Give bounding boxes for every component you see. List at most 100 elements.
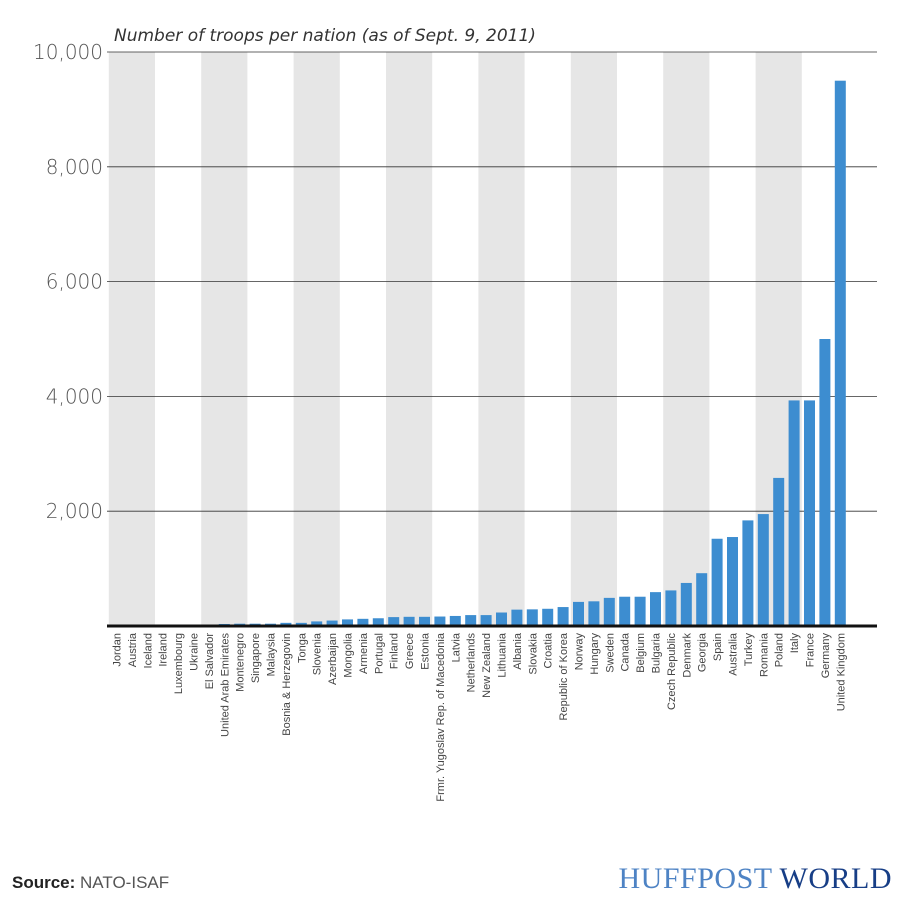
bar-lithuania <box>496 612 507 626</box>
x-tick-label: Ukraine <box>189 633 201 671</box>
source-note: Source: NATO-ISAF <box>12 873 169 893</box>
x-tick-label: Poland <box>774 633 786 667</box>
x-tick-label: Italy <box>789 633 801 654</box>
x-tick-label: United Kingdom <box>835 633 847 711</box>
bar-albania <box>511 609 523 626</box>
background-band-4 <box>478 52 525 626</box>
y-tick-label: 2,000 <box>46 499 103 523</box>
y-tick-label: 6,000 <box>46 270 103 294</box>
x-tick-label: Luxembourg <box>173 633 185 694</box>
x-tick-label: Denmark <box>681 633 693 678</box>
bar-belgium <box>634 596 646 626</box>
source-value: NATO-ISAF <box>80 873 170 892</box>
bar-greece <box>403 616 415 626</box>
bars <box>126 80 846 626</box>
x-tick-label: Montenegro <box>235 633 247 692</box>
x-tick-label: Tonga <box>296 632 308 663</box>
x-tick-label: Sweden <box>604 633 616 673</box>
x-tick-label: Romania <box>758 632 770 677</box>
x-tick-label: France <box>805 633 817 667</box>
bar-bosnia-herzegovin <box>280 622 292 626</box>
bar-azerbaijan <box>326 620 338 626</box>
x-tick-label: Ireland <box>158 633 170 667</box>
background-band-5 <box>570 52 617 626</box>
x-tick-label: Belgium <box>635 633 647 673</box>
background-band-2 <box>293 52 340 626</box>
x-tick-label: Iceland <box>142 633 154 668</box>
x-tick-label: Georgia <box>697 632 709 672</box>
background-band-3 <box>386 52 433 626</box>
x-tick-label: Portugal <box>373 633 385 674</box>
x-tick-label: Slovakia <box>527 632 539 674</box>
bar-spain <box>711 538 723 626</box>
x-tick-label: Spain <box>712 633 724 661</box>
x-tick-label: Latvia <box>450 632 462 662</box>
bar-tonga <box>295 622 307 626</box>
x-tick-label: Slovenia <box>312 632 324 675</box>
brand-part1: HUFFPOST <box>618 862 773 895</box>
x-tick-label: Netherlands <box>466 633 478 693</box>
bar-turkey <box>742 520 754 626</box>
bar-united-kingdom <box>834 80 846 626</box>
bar-australia <box>727 537 738 626</box>
bar-poland <box>773 477 785 626</box>
source-label: Source: <box>12 873 76 892</box>
bar-frmr-yugoslav-rep-of-macedonia <box>434 616 446 626</box>
x-tick-label: Jordan <box>112 633 124 667</box>
bar-mongolia <box>342 619 353 626</box>
bar-france <box>804 400 815 626</box>
bar-italy <box>788 400 800 626</box>
bar-denmark <box>680 582 692 626</box>
x-tick-label: Malaysia <box>266 632 278 676</box>
bar-georgia <box>696 573 708 626</box>
x-tick-label: Canada <box>620 632 632 671</box>
bar-slovakia <box>526 609 538 626</box>
bar-latvia <box>449 615 461 626</box>
x-tick-label: Turkey <box>743 633 755 667</box>
gridlines <box>107 51 877 512</box>
bar-armenia <box>357 618 369 626</box>
bar-chart: 2,000 4,000 6,000 8,000 10,000 Jordan Austria… <box>33 26 877 802</box>
x-tick-label: Austria <box>127 632 139 667</box>
bar-portugal <box>372 618 384 626</box>
x-tick-label: Frmr. Yugoslav Rep. of Macedonia <box>435 632 447 801</box>
background-band-1 <box>201 52 248 626</box>
x-tick-label: Greece <box>404 633 416 669</box>
x-tick-label: Hungary <box>589 633 601 675</box>
x-tick-label: United Arab Emirates <box>219 633 231 737</box>
background-band-6 <box>663 52 710 626</box>
x-tick-label: Finland <box>389 633 401 669</box>
x-axis-ticks: Jordan Austria Iceland Ireland Luxembourg Ukr… <box>112 632 848 801</box>
bar-new-zealand <box>480 615 492 626</box>
background-band-0 <box>108 52 155 626</box>
x-tick-label: Lithuania <box>497 632 509 678</box>
y-axis-ticks: 2,000 4,000 6,000 8,000 10,000 <box>33 40 103 523</box>
bar-bulgaria <box>650 592 661 626</box>
x-tick-label: Germany <box>820 633 832 679</box>
x-tick-label: Bosnia & Herzegovin <box>281 633 293 736</box>
brand-part2: WORLD <box>779 862 892 895</box>
background-bands <box>108 52 802 626</box>
bar-republic-of-korea <box>557 607 569 626</box>
bar-netherlands <box>465 615 477 626</box>
bar-hungary <box>588 601 600 626</box>
bar-slovenia <box>311 621 323 626</box>
x-tick-label: Republic of Korea <box>558 632 570 720</box>
bar-czech-republic <box>665 590 677 626</box>
y-tick-label: 8,000 <box>46 155 103 179</box>
chart-title: Number of troops per nation (as of Sept.… <box>114 26 536 46</box>
bar-croatia <box>542 608 554 626</box>
x-tick-label: El Salvador <box>204 633 216 690</box>
x-tick-label: Norway <box>574 633 586 671</box>
x-tick-label: Bulgaria <box>651 632 663 673</box>
x-tick-label: Armenia <box>358 632 370 674</box>
bar-germany <box>819 339 831 626</box>
x-tick-label: Albania <box>512 632 524 670</box>
y-tick-label: 10,000 <box>33 40 103 64</box>
bar-norway <box>573 601 584 626</box>
x-tick-label: New Zealand <box>481 633 493 698</box>
bar-romania <box>757 514 769 626</box>
x-tick-label: Croatia <box>543 632 555 668</box>
bar-sweden <box>603 597 615 626</box>
bar-finland <box>388 617 400 626</box>
